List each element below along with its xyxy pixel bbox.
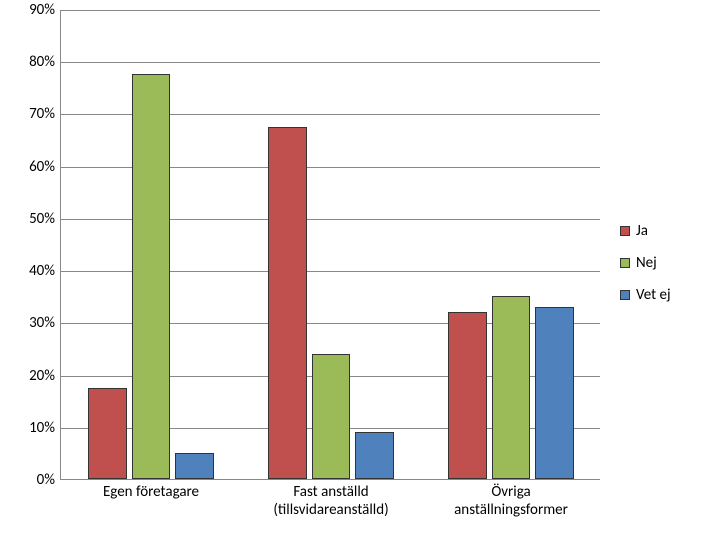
x-category-label: Fast anställd (tillsvidareanställd): [241, 479, 421, 519]
bar: [175, 453, 214, 479]
y-tick-label: 10%: [29, 419, 61, 437]
x-category-label: Egen företagare: [61, 479, 241, 501]
gridline: [61, 62, 600, 63]
bar: [355, 432, 394, 479]
legend-label: Vet ej: [636, 286, 671, 304]
y-tick-label: 50%: [29, 210, 61, 228]
legend-item: Nej: [620, 254, 671, 272]
x-category-label: Övriga anställningsformer: [421, 479, 601, 519]
legend-label: Nej: [636, 254, 657, 272]
bar: [88, 388, 127, 479]
bar: [132, 74, 171, 479]
y-tick-label: 60%: [29, 158, 61, 176]
y-tick-label: 80%: [29, 53, 61, 71]
y-tick-label: 40%: [29, 262, 61, 280]
legend: Ja Nej Vet ej: [620, 208, 671, 318]
bar: [535, 307, 574, 479]
y-tick-label: 70%: [29, 105, 61, 123]
chart-container: 0% 10% 20% 30% 40% 50% 60% 70% 80% 90% Egen företa…: [0, 0, 719, 544]
y-tick-label: 30%: [29, 314, 61, 332]
legend-swatch: [620, 258, 630, 268]
bar: [268, 127, 307, 480]
legend-item: Vet ej: [620, 286, 671, 304]
y-tick-label: 0%: [37, 471, 61, 489]
y-tick-label: 90%: [29, 1, 61, 19]
plot-area: 0%10%20%30%40%50%60%70%80%90%Egen företa…: [60, 10, 600, 480]
legend-swatch: [620, 290, 630, 300]
legend-swatch: [620, 226, 630, 236]
legend-item: Ja: [620, 222, 671, 240]
bar: [312, 354, 351, 479]
legend-label: Ja: [636, 222, 648, 240]
bar: [448, 312, 487, 479]
gridline: [61, 10, 600, 11]
bar: [492, 296, 531, 479]
y-tick-label: 20%: [29, 367, 61, 385]
